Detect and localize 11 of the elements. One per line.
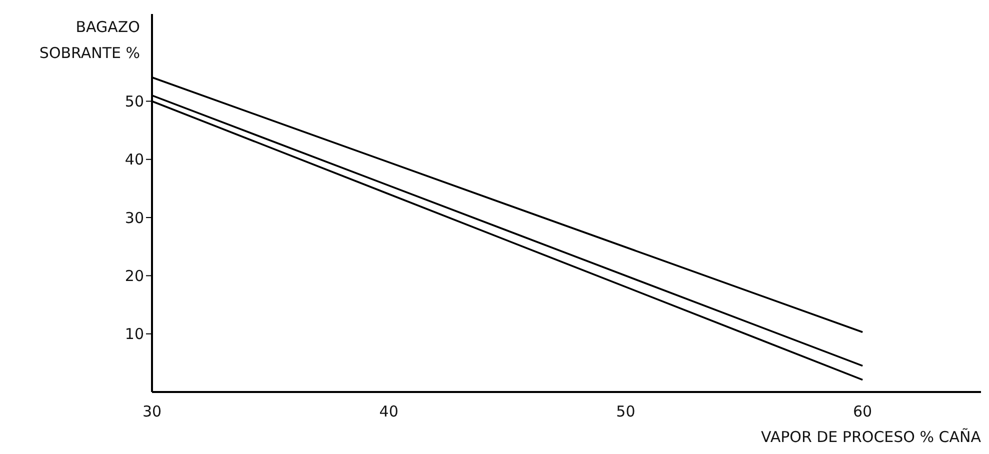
- x-axis-title: VAPOR DE PROCESO % CAÑA: [761, 428, 981, 446]
- x-tick-label: 30: [142, 402, 162, 421]
- y-tick-label: 20: [124, 267, 144, 286]
- x-tick-label: 50: [616, 402, 636, 421]
- y-axis-title: BAGAZO SOBRANTE %: [39, 17, 140, 64]
- x-tick-label: 40: [379, 402, 398, 421]
- y-tick-label: 40: [124, 150, 144, 169]
- y-tick-label: 30: [124, 208, 144, 227]
- x-tick-label: 60: [853, 402, 872, 421]
- y-tick-label: 10: [124, 325, 144, 344]
- y-tick-label: 50: [124, 92, 144, 111]
